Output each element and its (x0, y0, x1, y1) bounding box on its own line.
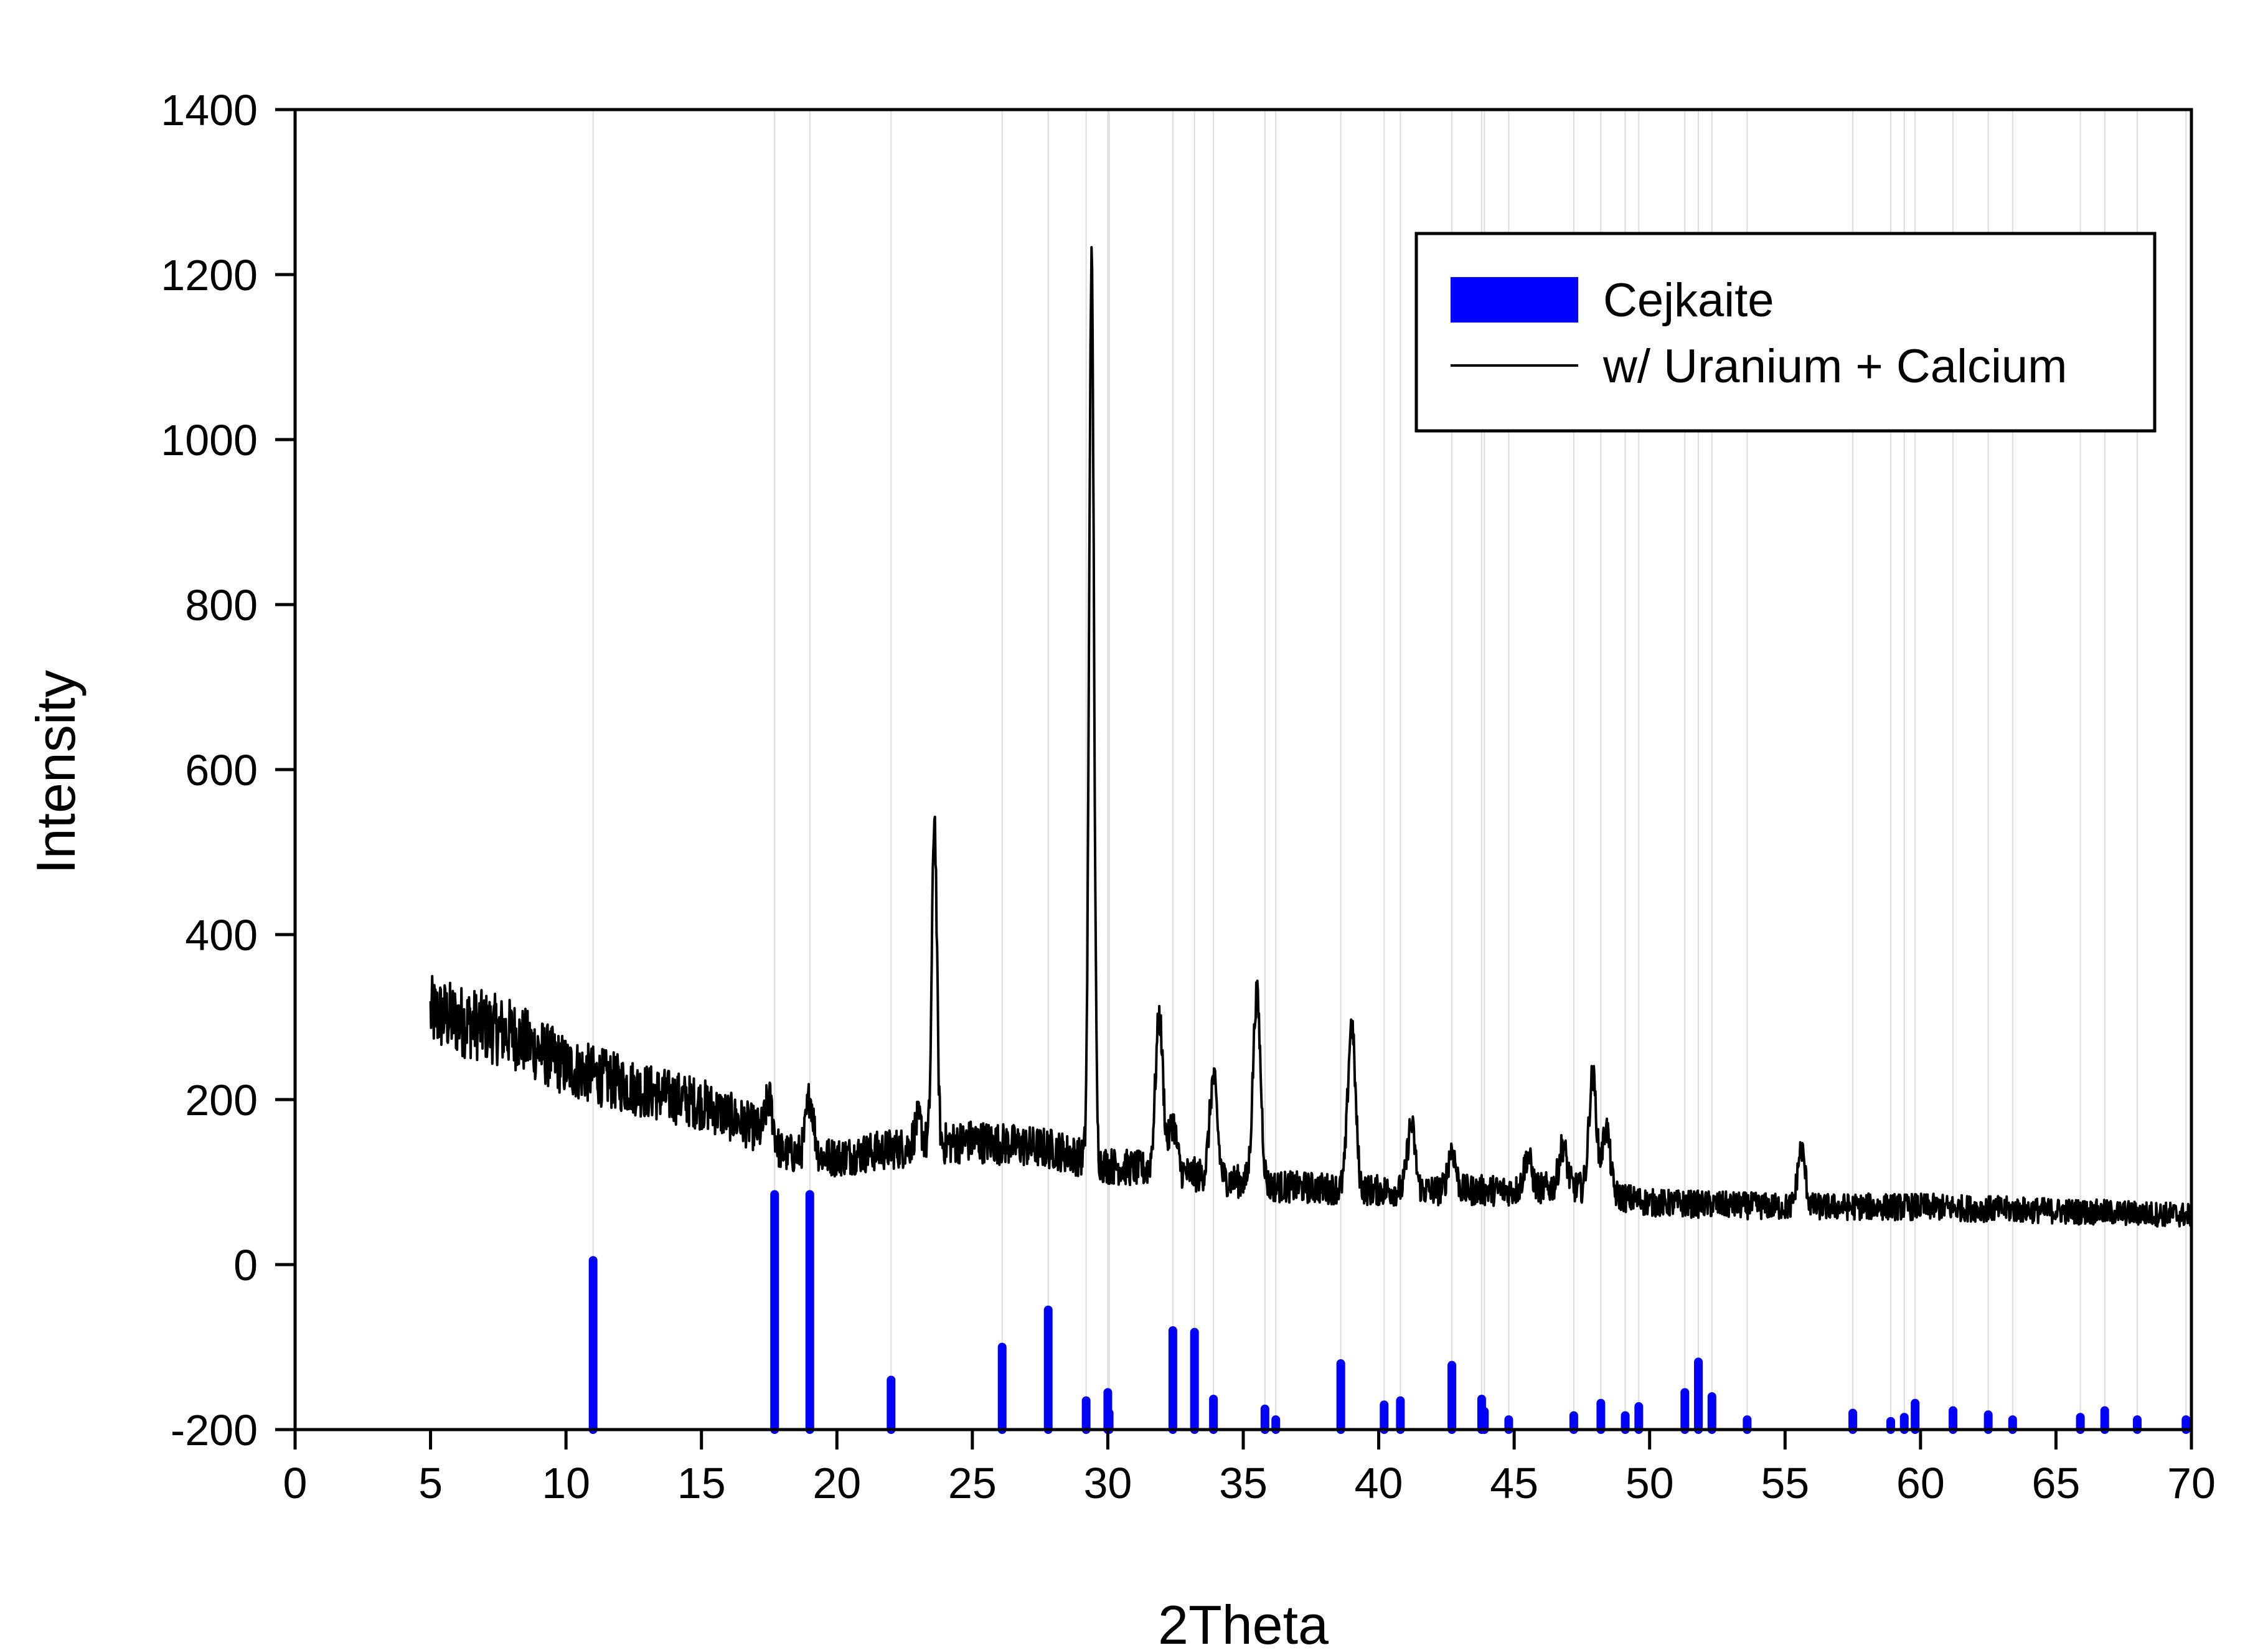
x-tick-label: 35 (1219, 1459, 1268, 1507)
y-tick-label: 200 (185, 1076, 258, 1124)
x-tick-label: 65 (2031, 1459, 2080, 1507)
legend-label-cejkaite: Cejkaite (1603, 274, 1774, 327)
legend: Cejkaite w/ Uranium + Calcium (1414, 232, 2157, 433)
x-tick-label: 40 (1355, 1459, 1403, 1507)
legend-label-measured: w/ Uranium + Calcium (1602, 340, 2067, 393)
y-tick-label: 400 (185, 911, 258, 959)
x-tick-label: 50 (1626, 1459, 1674, 1507)
y-tick-label: 1400 (161, 86, 258, 134)
x-tick-label: 5 (418, 1459, 443, 1507)
x-tick-label: 25 (948, 1459, 997, 1507)
x-axis-ticks: 0 5 10 15 20 25 30 35 40 45 50 55 60 65 70 (283, 1430, 2216, 1507)
x-tick-label: 45 (1490, 1459, 1538, 1507)
y-tick-label: -200 (171, 1406, 258, 1454)
y-axis-label: Intensity (25, 670, 87, 874)
x-tick-label: 10 (542, 1459, 590, 1507)
x-tick-label: 20 (812, 1459, 861, 1507)
x-axis-label: 2Theta (1158, 1594, 1329, 1650)
measured-pattern-line (429, 246, 2193, 1228)
x-tick-label: 30 (1083, 1459, 1132, 1507)
y-axis-ticks: -200 0 200 400 600 800 1000 1200 1400 (161, 86, 295, 1454)
cejkaite-reference-bars (588, 1190, 2191, 1434)
y-tick-label: 800 (185, 581, 258, 629)
y-tick-label: 1000 (161, 416, 258, 464)
y-tick-label: 1200 (161, 251, 258, 299)
x-tick-label: 60 (1896, 1459, 1945, 1507)
y-tick-label: 0 (233, 1241, 258, 1289)
x-tick-label: 15 (677, 1459, 726, 1507)
legend-swatch-cejkaite (1451, 277, 1578, 323)
x-tick-label: 0 (283, 1459, 308, 1507)
legend-box (1414, 232, 2157, 433)
x-tick-label: 70 (2167, 1459, 2216, 1507)
x-tick-label: 55 (1761, 1459, 1809, 1507)
y-tick-label: 600 (185, 746, 258, 794)
